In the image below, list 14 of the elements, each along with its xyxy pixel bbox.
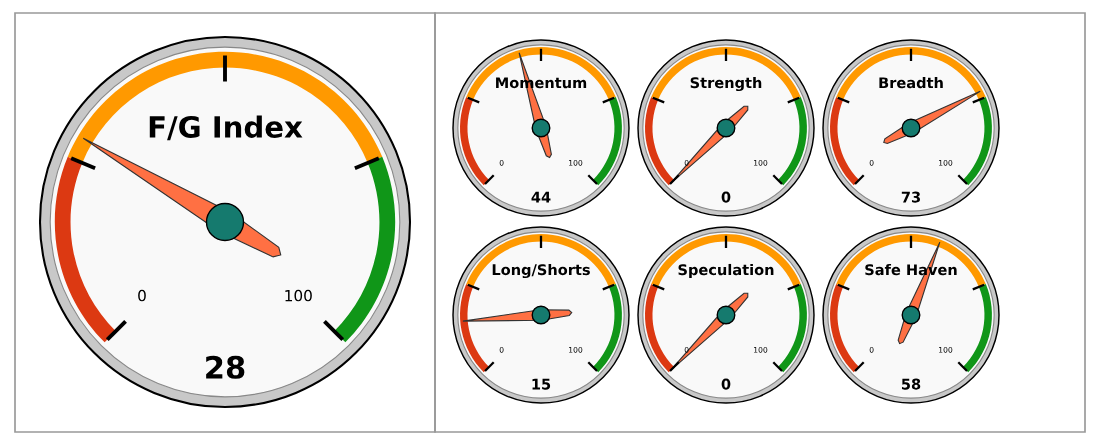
text: F/G Index [149,115,303,141]
data-label: 0 [721,191,731,203]
data-label: 28 [206,355,245,379]
data-label: 44 [531,191,551,203]
text: 0 [721,378,731,390]
text: Long/Shorts [492,263,590,279]
data-label: 58 [901,378,921,390]
text: Breadth [879,76,943,89]
text: Speculation [678,263,774,279]
data-label: 73 [901,191,920,203]
text: Strength [690,76,762,92]
data-label: 0 [138,289,146,302]
data-label: 15 [532,378,551,390]
text: 100 [285,289,312,302]
